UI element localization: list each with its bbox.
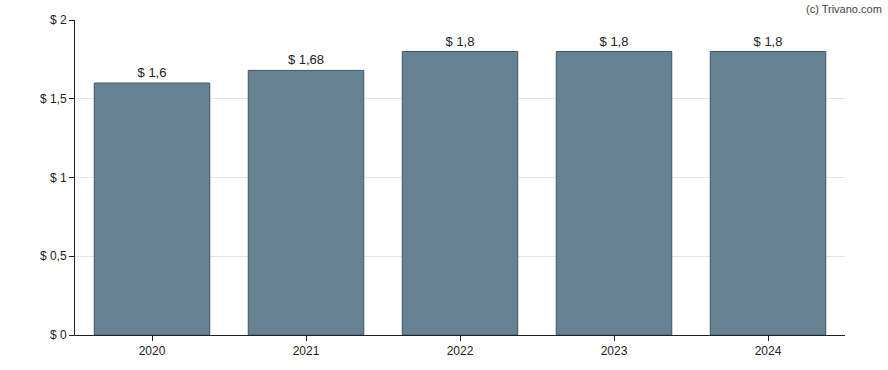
svg-text:2024: 2024	[755, 344, 782, 358]
svg-text:$ 1,5: $ 1,5	[40, 92, 67, 106]
svg-text:$ 1: $ 1	[50, 171, 67, 185]
svg-text:$ 1,8: $ 1,8	[600, 34, 629, 49]
svg-text:$ 0: $ 0	[50, 328, 67, 342]
svg-text:$ 1,6: $ 1,6	[138, 65, 167, 80]
svg-text:2022: 2022	[447, 344, 474, 358]
svg-text:2021: 2021	[293, 344, 320, 358]
svg-text:$ 2: $ 2	[50, 13, 67, 27]
svg-text:2020: 2020	[139, 344, 166, 358]
svg-text:2023: 2023	[601, 344, 628, 358]
svg-text:(c) Trivano.com: (c) Trivano.com	[806, 3, 882, 15]
svg-text:$ 1,8: $ 1,8	[754, 34, 783, 49]
svg-text:$ 1,68: $ 1,68	[288, 52, 324, 67]
svg-text:$ 1,8: $ 1,8	[446, 34, 475, 49]
svg-text:$ 0,5: $ 0,5	[40, 249, 67, 263]
